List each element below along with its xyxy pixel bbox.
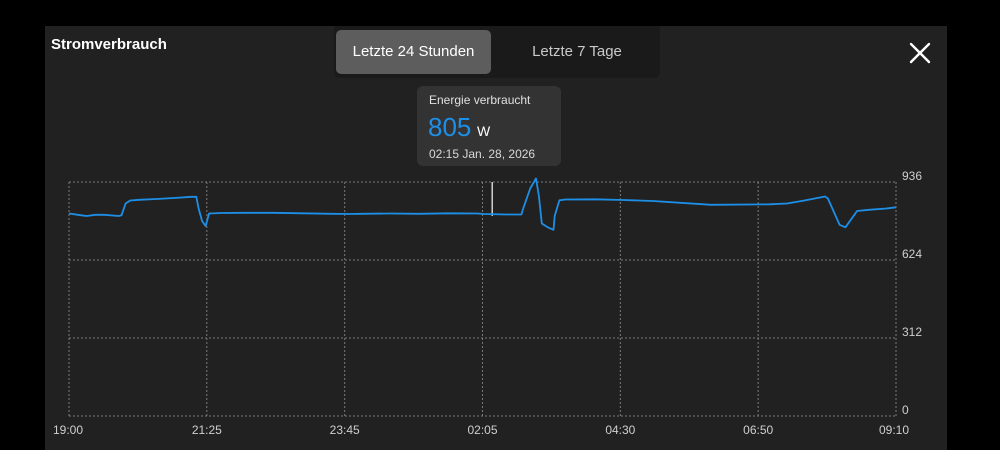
y-tick-label: 0 — [902, 403, 909, 417]
tooltip-value: 805 — [428, 112, 472, 142]
x-tick-label: 23:45 — [330, 423, 360, 437]
tab-last-7-days[interactable]: Letzte 7 Tage — [532, 43, 622, 60]
x-tick-label: 19:00 — [53, 423, 83, 437]
tooltip-timestamp: 02:15 Jan. 28, 2026 — [429, 147, 536, 161]
range-tab-bar: Letzte 24 Stunden Letzte 7 Tage — [334, 26, 660, 78]
y-tick-label: 936 — [902, 169, 922, 183]
tooltip-label: Energie verbraucht — [429, 93, 531, 107]
x-tick-label: 02:05 — [467, 423, 497, 437]
close-icon[interactable] — [909, 42, 931, 64]
x-tick-label: 21:25 — [192, 423, 222, 437]
x-tick-label: 06:50 — [743, 423, 773, 437]
x-tick-label: 09:10 — [879, 423, 909, 437]
series-line — [68, 177, 897, 231]
page-title: Stromverbrauch — [51, 36, 167, 53]
chart-panel: Stromverbrauch Letzte 24 Stunden Letzte … — [45, 26, 947, 450]
y-tick-label: 624 — [902, 247, 922, 261]
tab-last-24-hours[interactable]: Letzte 24 Stunden — [336, 30, 491, 74]
tooltip-unit: W — [477, 123, 491, 139]
x-tick-label: 04:30 — [605, 423, 635, 437]
y-tick-label: 312 — [902, 325, 922, 339]
value-tooltip: Energie verbraucht 805 W 02:15 Jan. 28, … — [417, 86, 561, 166]
